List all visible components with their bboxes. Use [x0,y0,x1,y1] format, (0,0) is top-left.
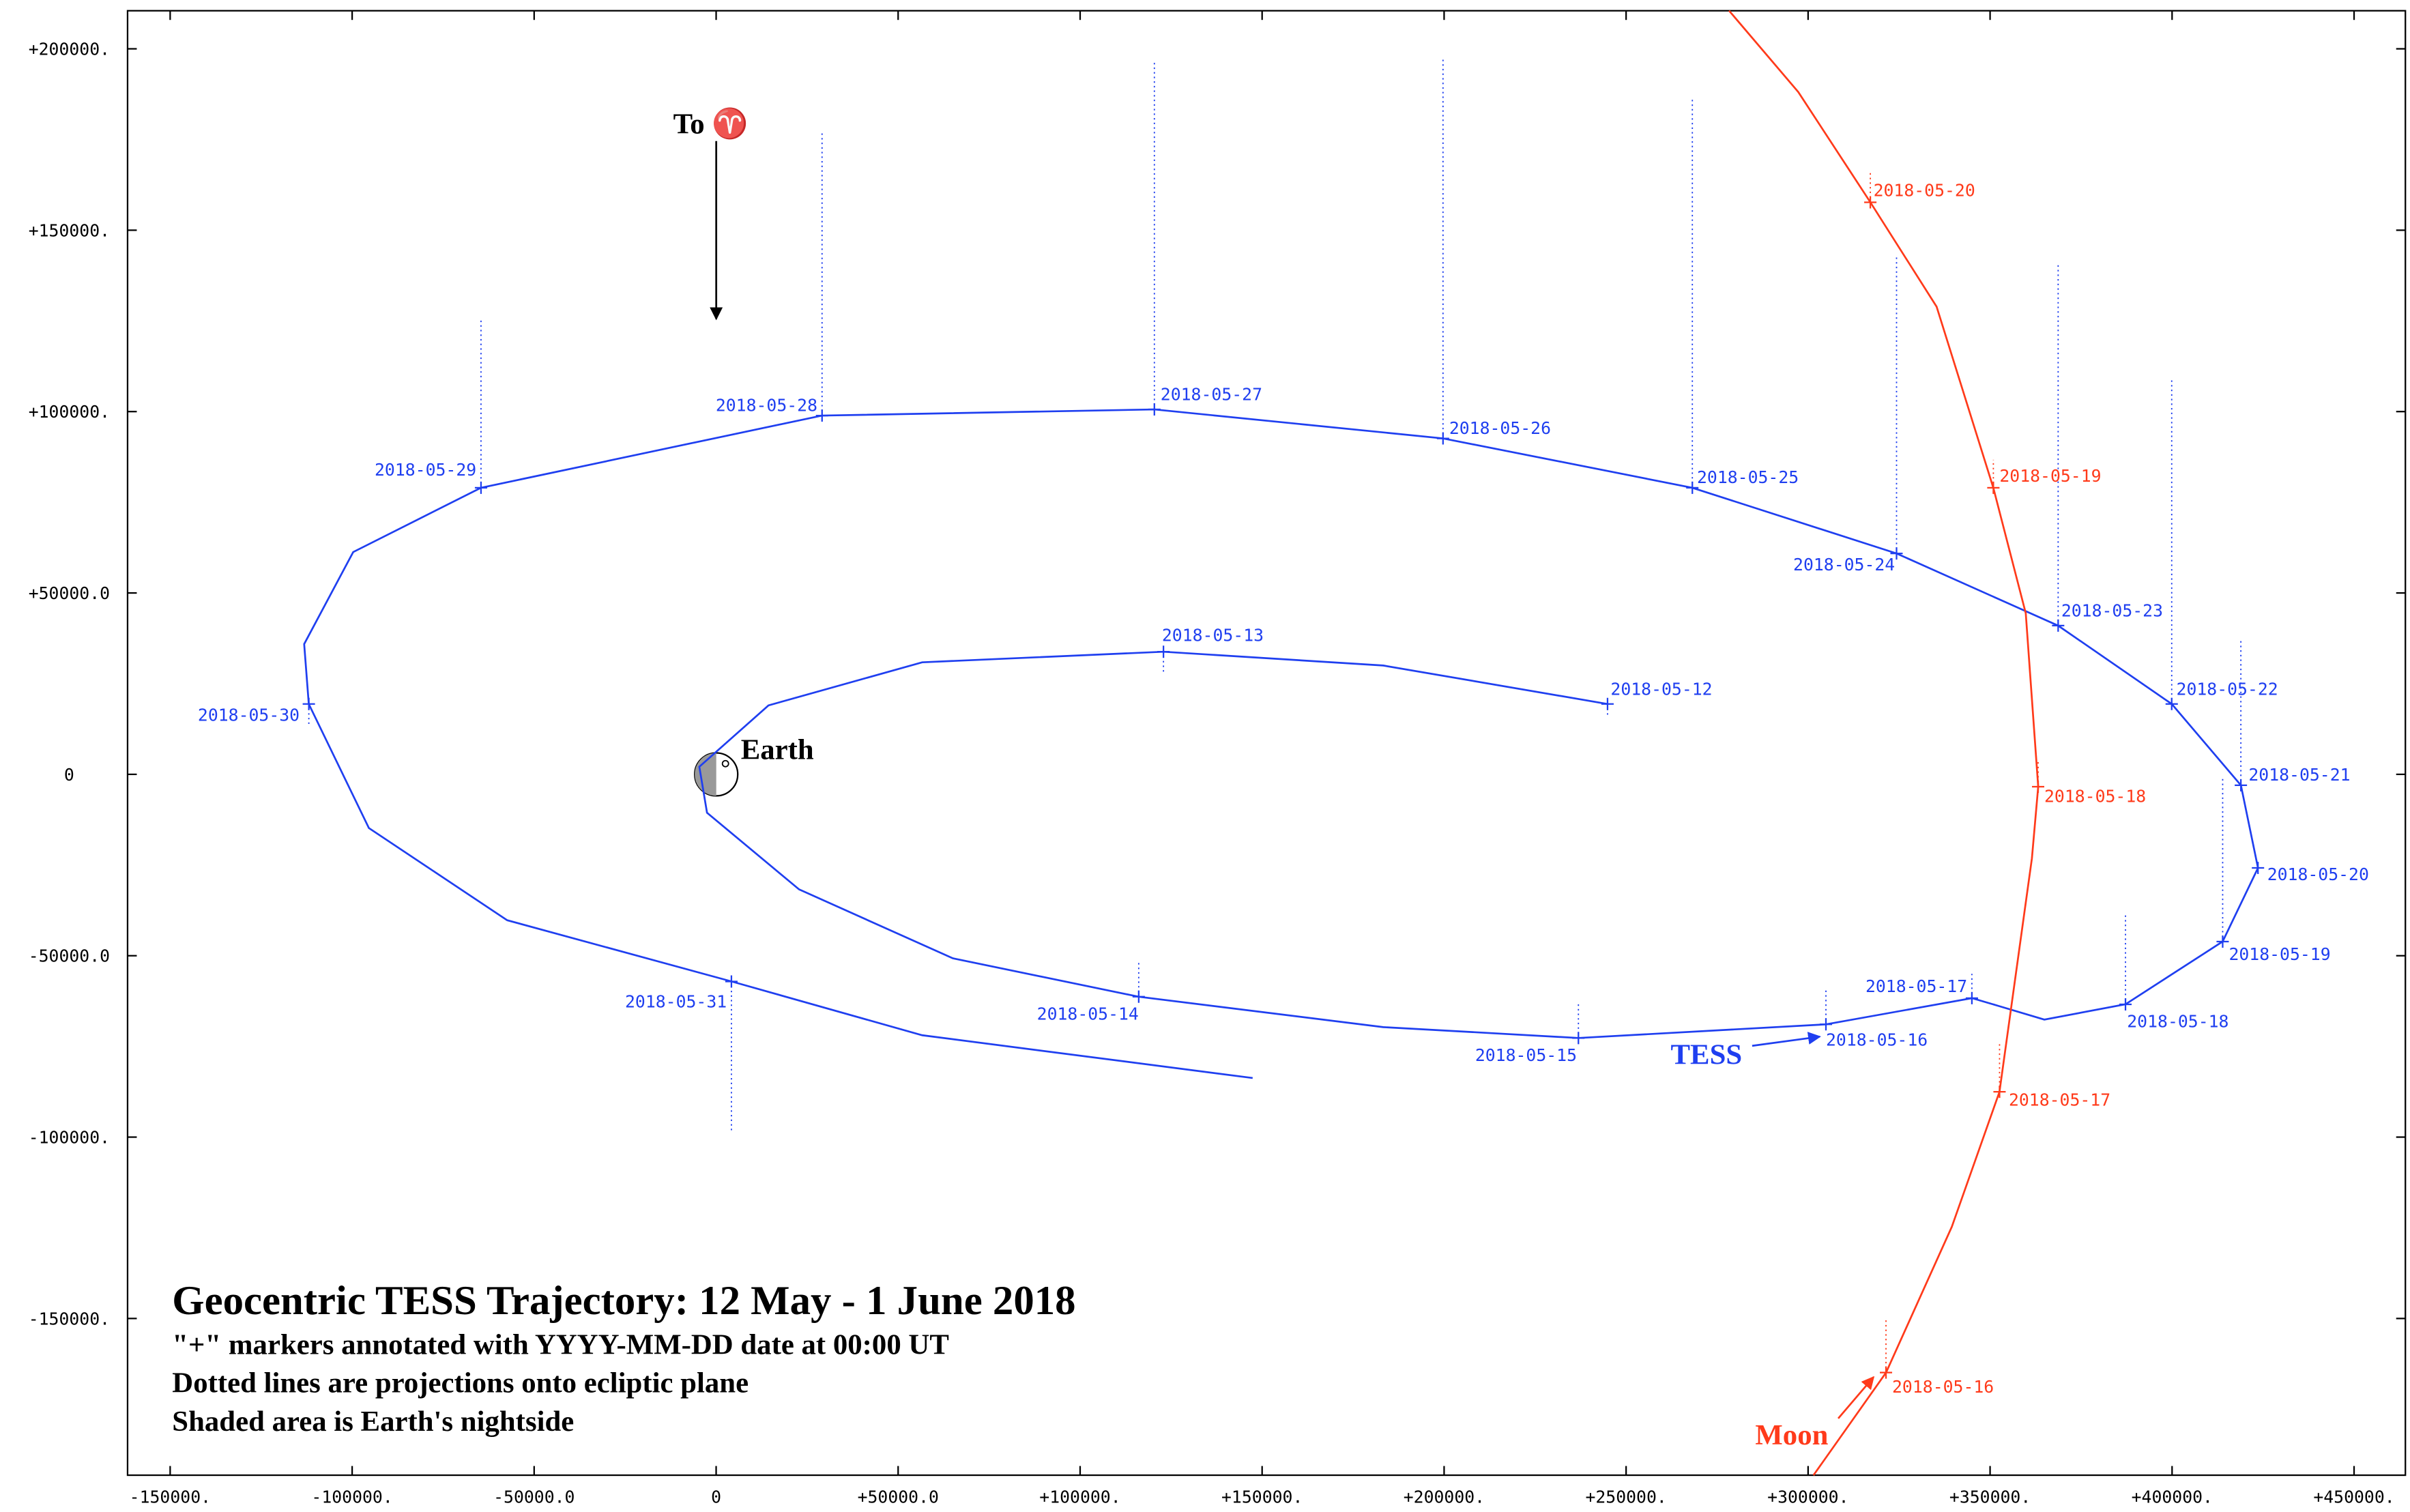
x-tick-label: +150000. [1221,1487,1303,1507]
x-tick-label: +400000. [2132,1487,2213,1507]
date-label: 2018-05-18 [2044,786,2146,806]
y-tick-label: -150000. [29,1309,110,1328]
date-marker [1987,482,1999,494]
y-tick-label: +150000. [29,220,110,240]
earth-nightside [695,753,716,796]
date-label: 2018-05-24 [1793,555,1895,575]
date-marker [2252,862,2264,874]
date-marker [1966,992,1978,1004]
chart-title: Geocentric TESS Trajectory: 12 May - 1 J… [172,1278,1075,1324]
date-marker [2032,781,2044,793]
date-label: 2018-05-20 [1874,180,1975,200]
date-label: 2018-05-13 [1162,625,1264,645]
date-label: 2018-05-16 [1892,1377,1994,1397]
date-marker [1993,1086,2005,1098]
date-label: 2018-05-28 [716,395,817,415]
x-tick-label: -50000.0 [493,1487,575,1507]
date-label: 2018-05-17 [2009,1090,2110,1109]
chart: Earth To ♈ Geocentric TESS Trajectory: 1… [0,0,2410,1512]
date-label: 2018-05-26 [1449,418,1551,438]
x-tick-label: -100000. [311,1487,392,1507]
date-marker [1437,433,1449,445]
date-marker [1601,698,1614,710]
x-tick-label: +50000.0 [858,1487,939,1507]
trajectory [1729,11,2038,1475]
y-tick-label: +50000.0 [29,583,110,603]
page: Geocentric TESS Trajectory html, body { … [0,0,2410,1512]
date-marker [816,409,828,422]
date-marker [725,975,738,987]
x-tick-label: +350000. [1949,1487,2031,1507]
y-tick-label: -100000. [29,1128,110,1148]
date-label: 2018-05-22 [2177,679,2278,699]
x-tick-label: +450000. [2313,1487,2394,1507]
note: Shaded area is Earth's nightside [172,1406,574,1438]
y-tick-label: +100000. [29,402,110,422]
date-label: 2018-05-25 [1697,467,1799,487]
date-marker [1157,645,1170,658]
body: {"chart_data": { "type": "line", "title"… [0,0,2410,1512]
x-tick-label: +250000. [1585,1487,1666,1507]
date-label: 2018-05-30 [198,705,300,725]
date-marker [475,482,487,494]
date-marker [1133,991,1145,1003]
date-label: 2018-05-19 [2228,944,2330,964]
date-label: 2018-05-27 [1161,385,1262,405]
note: Dotted lines are projections onto eclipt… [172,1367,749,1399]
date-label: 2018-05-29 [375,460,476,480]
y-tick-label: +200000. [29,40,110,59]
x-tick-label: 0 [711,1487,721,1507]
x-tick-label: +100000. [1039,1487,1120,1507]
date-label: 2018-05-16 [1826,1030,1928,1050]
aries-label: To ♈ [673,107,749,141]
date-marker [1820,1018,1832,1030]
y-tick-label: -50000.0 [29,946,110,966]
date-marker [1572,1032,1584,1044]
date-marker [2216,935,2228,948]
series-arrow [1752,1036,1820,1045]
y-tick-label: 0 [64,765,74,785]
date-marker [2119,998,2132,1011]
x-tick-label: -150000. [130,1487,211,1507]
date-label: 2018-05-23 [2061,600,2163,620]
date-label: 2018-05-17 [1865,976,1967,996]
date-label: 2018-05-18 [2127,1012,2228,1032]
x-tick-label: +300000. [1767,1487,1848,1507]
date-label: 2018-05-20 [2267,864,2369,884]
date-label: 2018-05-31 [625,992,727,1012]
x-tick-label: +200000. [1404,1487,1485,1507]
earth-label: Earth [741,734,814,766]
date-label: 2018-05-14 [1037,1004,1139,1024]
plot-frame [128,11,2405,1475]
date-label: 2018-05-12 [1610,679,1712,699]
note: "+" markers annotated with YYYY-MM-DD da… [172,1329,949,1361]
date-label: 2018-05-15 [1475,1045,1577,1065]
date-marker [303,698,315,710]
date-label: 2018-05-19 [1999,466,2101,486]
date-marker [2052,620,2064,632]
series-label: Moon [1755,1419,1828,1451]
date-marker [1880,1367,1892,1379]
series-label: TESS [1671,1039,1743,1071]
date-label: 2018-05-21 [2248,765,2350,785]
date-marker [1148,403,1161,416]
